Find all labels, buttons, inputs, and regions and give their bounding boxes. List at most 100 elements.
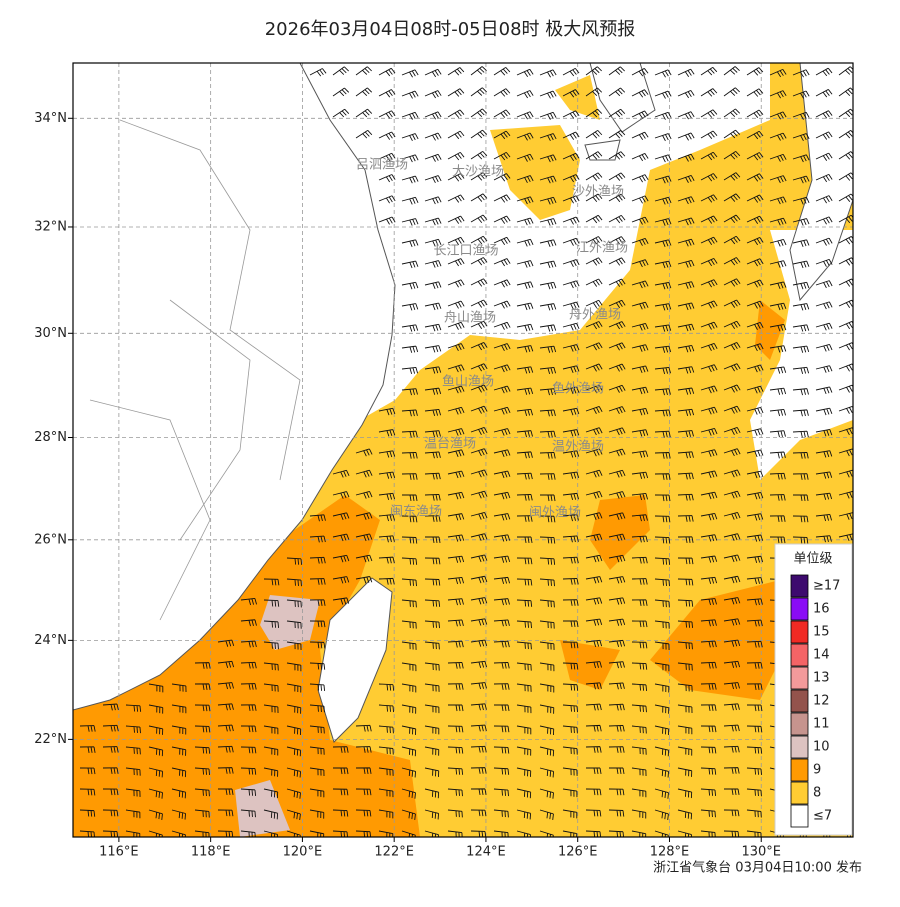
wind-barb bbox=[309, 725, 325, 734]
wind-barb bbox=[516, 767, 532, 777]
wind-barb bbox=[447, 88, 465, 97]
wind-barb bbox=[608, 597, 626, 605]
wind-barb bbox=[723, 745, 740, 753]
wind-barb bbox=[746, 321, 764, 330]
wind-barb bbox=[516, 557, 533, 565]
wind-barb bbox=[792, 111, 810, 120]
wind-barb bbox=[631, 152, 649, 162]
wind-barb bbox=[608, 427, 626, 436]
wind-barb bbox=[700, 109, 718, 118]
wind-barb bbox=[493, 767, 510, 775]
wind-barb bbox=[125, 767, 141, 776]
wind-barb bbox=[493, 534, 511, 542]
wind-barb bbox=[401, 154, 419, 163]
wind-barb bbox=[286, 599, 302, 608]
wind-barb bbox=[700, 88, 718, 97]
wind-barb bbox=[769, 536, 786, 544]
wind-barb bbox=[148, 704, 164, 714]
wind-barb bbox=[470, 427, 488, 435]
wind-barb bbox=[539, 133, 557, 142]
land-japan bbox=[789, 63, 853, 302]
wind-barb bbox=[263, 578, 280, 586]
wind-barb bbox=[401, 69, 419, 78]
grid: 116°E 118°E 120°E 122°E 124°E 126°E 128°E 130°E… bbox=[34, 63, 853, 860]
wind-barb bbox=[424, 557, 441, 565]
legend-label: 16 bbox=[813, 602, 830, 617]
wind-barb bbox=[700, 385, 718, 394]
wind-barb bbox=[493, 555, 511, 563]
legend: 单位级 ≥17 16 15 14 13 12 11 10 9 8 ≤7 bbox=[774, 543, 853, 836]
wind-barb bbox=[654, 683, 670, 693]
wind-barb bbox=[539, 473, 556, 480]
wind-barb bbox=[493, 343, 511, 352]
wind-barb bbox=[447, 236, 465, 246]
wind-barb bbox=[493, 109, 511, 118]
fishing-ground-label: 鱼山渔场 bbox=[442, 374, 494, 390]
wind-barb bbox=[355, 512, 373, 520]
wind-barb bbox=[424, 493, 441, 501]
wind-barb bbox=[677, 132, 695, 141]
wind-barb bbox=[838, 490, 853, 499]
wind-barb bbox=[401, 324, 419, 332]
sea-level-9 bbox=[755, 300, 785, 360]
wind-barb bbox=[585, 533, 603, 542]
wind-barb bbox=[608, 788, 625, 796]
wind-barb bbox=[723, 448, 741, 457]
wind-barb bbox=[332, 767, 349, 775]
x-tick-label: 126°E bbox=[558, 845, 598, 860]
wind-barb bbox=[493, 830, 509, 837]
wind-barb bbox=[401, 599, 417, 608]
wind-barb bbox=[654, 196, 672, 205]
wind-barb bbox=[631, 788, 647, 798]
wind-barb bbox=[378, 67, 396, 77]
wind-barb bbox=[700, 788, 717, 797]
wind-barb bbox=[401, 345, 419, 353]
wind-barb bbox=[746, 130, 764, 140]
wind-barb bbox=[125, 809, 141, 819]
wind-barb bbox=[171, 746, 187, 756]
wind-barb bbox=[240, 809, 256, 818]
fishing-ground-label: 沙外渔场 bbox=[572, 185, 624, 200]
wind-barb bbox=[585, 87, 603, 97]
wind-barb bbox=[125, 746, 141, 755]
wind-barb bbox=[424, 451, 441, 459]
wind-barb bbox=[539, 175, 557, 184]
wind-barb bbox=[539, 494, 556, 502]
wind-barb bbox=[700, 661, 717, 669]
wind-barb bbox=[171, 683, 187, 693]
wind-barb bbox=[424, 408, 442, 417]
wind-barb bbox=[447, 746, 464, 754]
wind-barb bbox=[516, 281, 534, 289]
wind-barb bbox=[401, 557, 418, 565]
wind-barb bbox=[470, 809, 487, 817]
wind-barb bbox=[815, 343, 833, 352]
wind-barb bbox=[217, 703, 234, 711]
wind-barb bbox=[378, 746, 394, 755]
wind-barb bbox=[401, 788, 416, 799]
wind-barb bbox=[493, 406, 511, 415]
wind-barb bbox=[378, 152, 396, 162]
wind-barb bbox=[746, 534, 764, 542]
wind-barb bbox=[608, 491, 626, 499]
wind-barb bbox=[815, 280, 833, 289]
wind-barb bbox=[838, 342, 853, 351]
wind-barb bbox=[355, 469, 373, 478]
wind-barb bbox=[447, 640, 464, 648]
wind-barb bbox=[608, 172, 626, 181]
wind-barb bbox=[516, 451, 533, 459]
wind-barb bbox=[516, 132, 534, 141]
wind-barb bbox=[723, 512, 741, 520]
wind-barb bbox=[815, 492, 833, 500]
wind-barb bbox=[654, 133, 672, 142]
wind-barb bbox=[654, 303, 672, 311]
wind-barb bbox=[792, 451, 809, 459]
wind-barb bbox=[562, 110, 580, 119]
wind-barb bbox=[516, 111, 534, 120]
wind-barb bbox=[401, 830, 416, 837]
wind-barb bbox=[516, 662, 532, 671]
wind-barb bbox=[424, 323, 442, 332]
wind-barb bbox=[470, 235, 488, 245]
wind-barb bbox=[723, 129, 741, 139]
wind-barb bbox=[792, 324, 810, 332]
wind-barb bbox=[654, 388, 671, 396]
